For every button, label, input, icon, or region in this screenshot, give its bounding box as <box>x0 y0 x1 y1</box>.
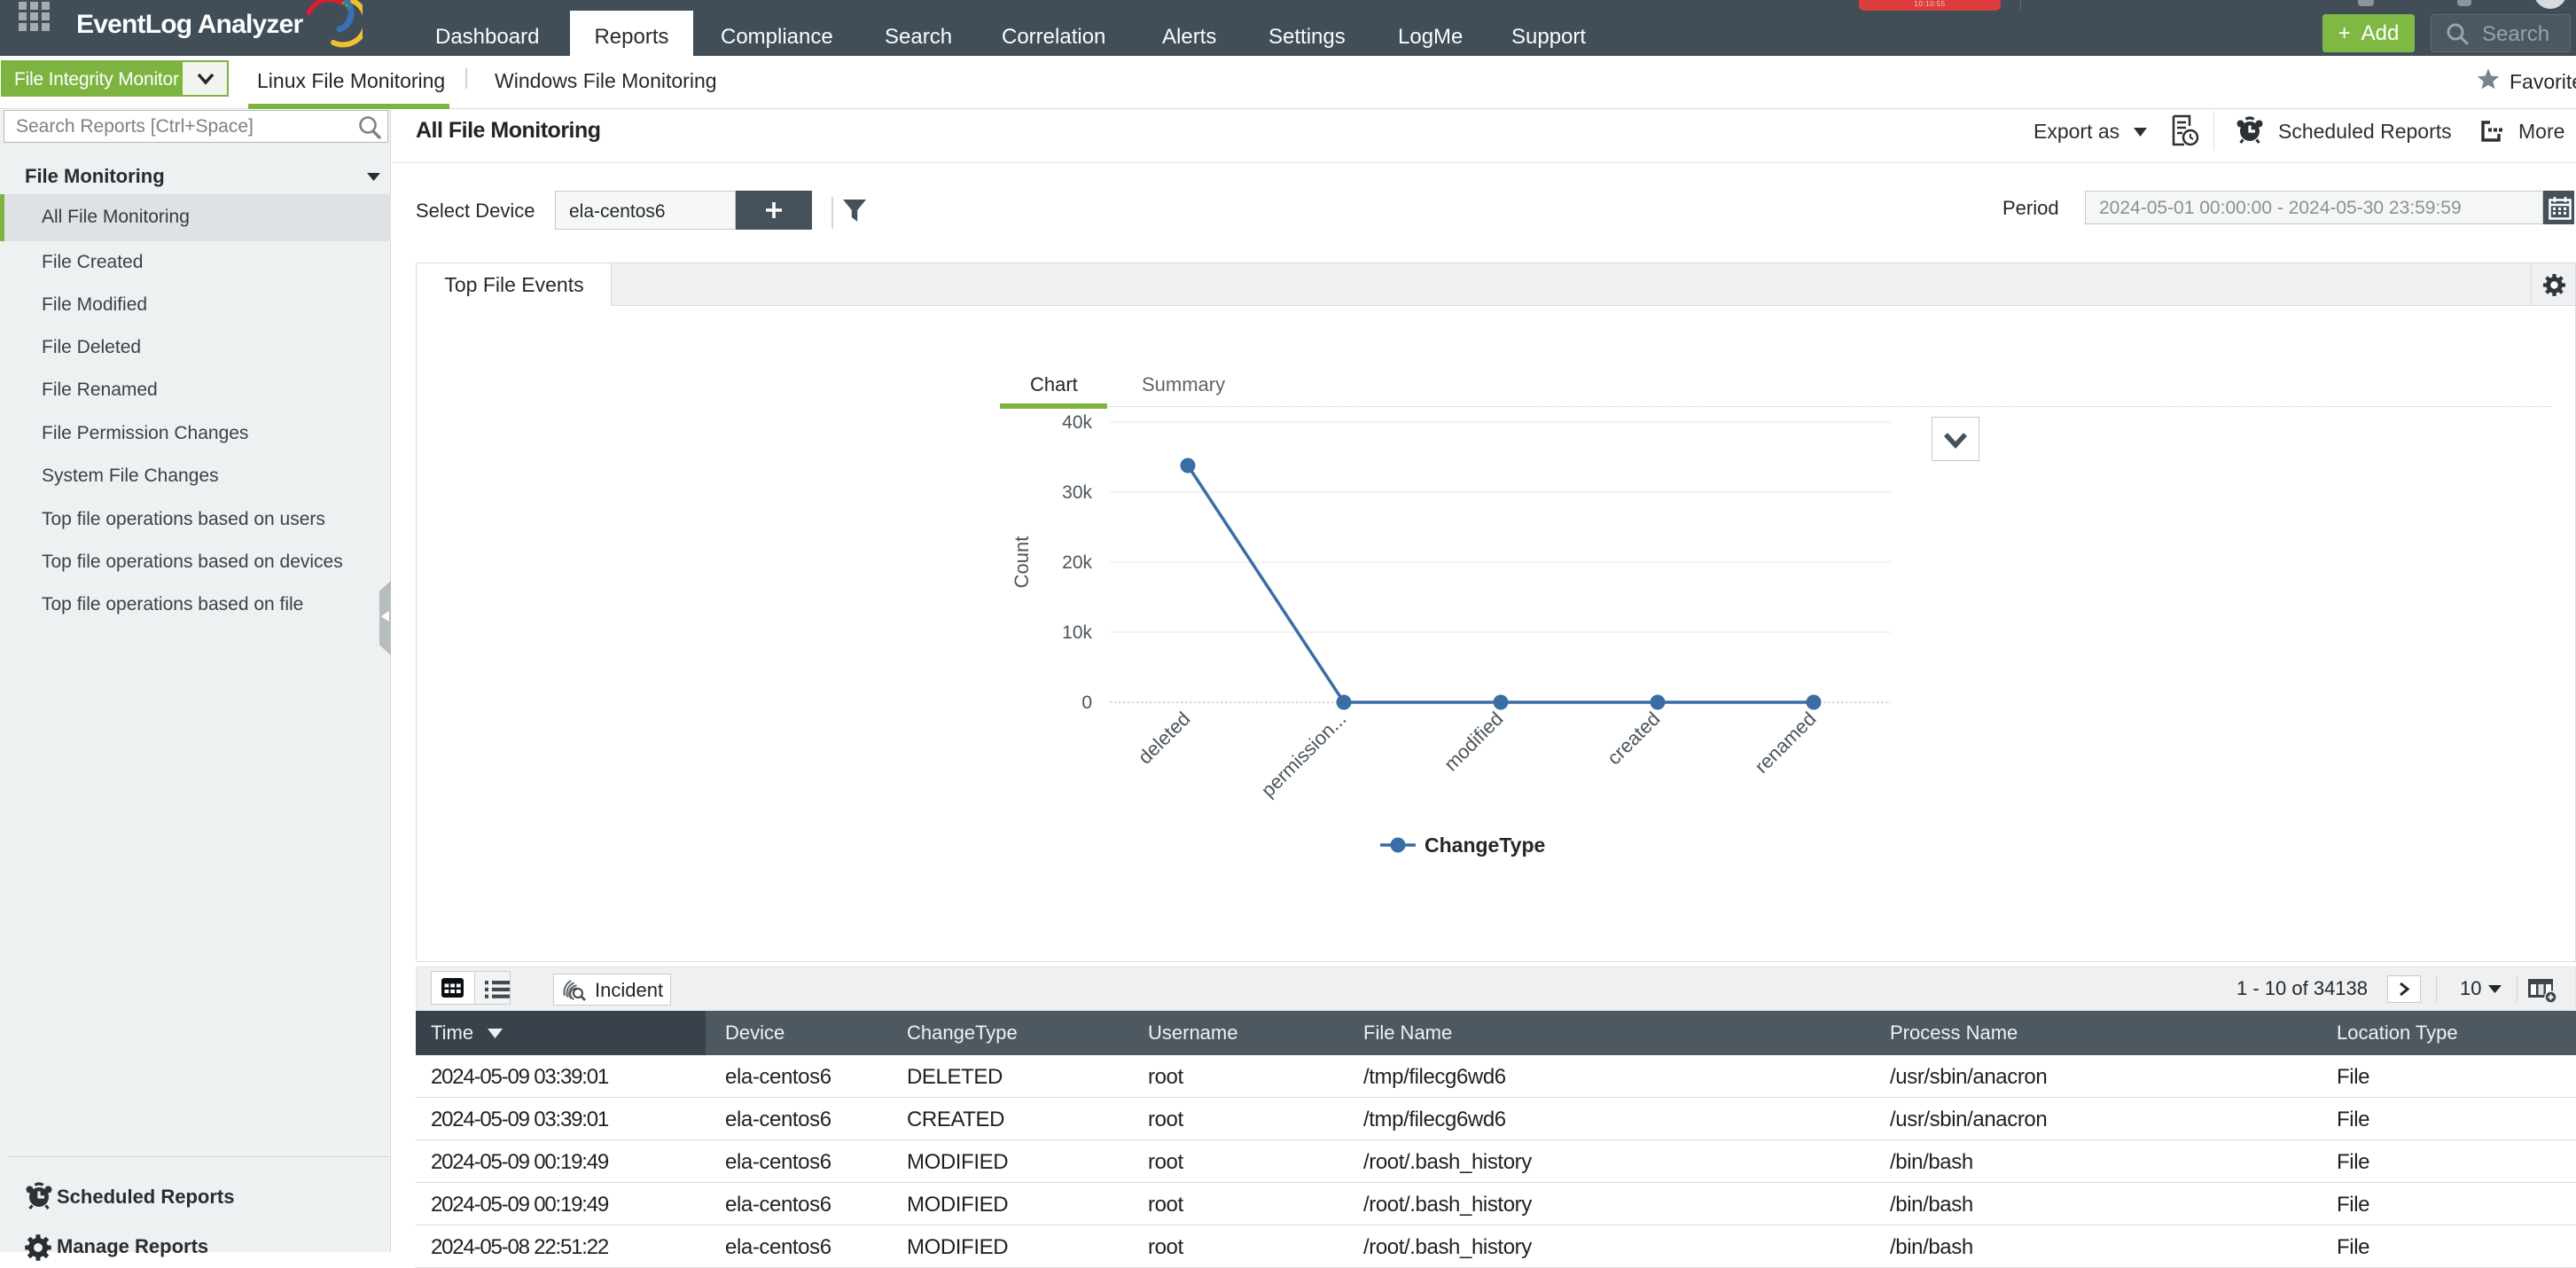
svg-text:modified: modified <box>1440 708 1507 775</box>
svg-text:10k: 10k <box>1062 622 1092 643</box>
svg-text:ChangeType: ChangeType <box>1425 834 1545 857</box>
svg-text:20k: 20k <box>1062 552 1092 573</box>
svg-text:30k: 30k <box>1062 482 1092 503</box>
svg-text:Count: Count <box>1011 536 1033 589</box>
svg-text:permission...: permission... <box>1257 708 1351 802</box>
svg-text:created: created <box>1603 708 1665 770</box>
svg-text:0: 0 <box>1081 693 1092 713</box>
svg-text:deleted: deleted <box>1134 708 1195 769</box>
svg-text:40k: 40k <box>1062 412 1092 433</box>
svg-text:renamed: renamed <box>1750 708 1820 778</box>
